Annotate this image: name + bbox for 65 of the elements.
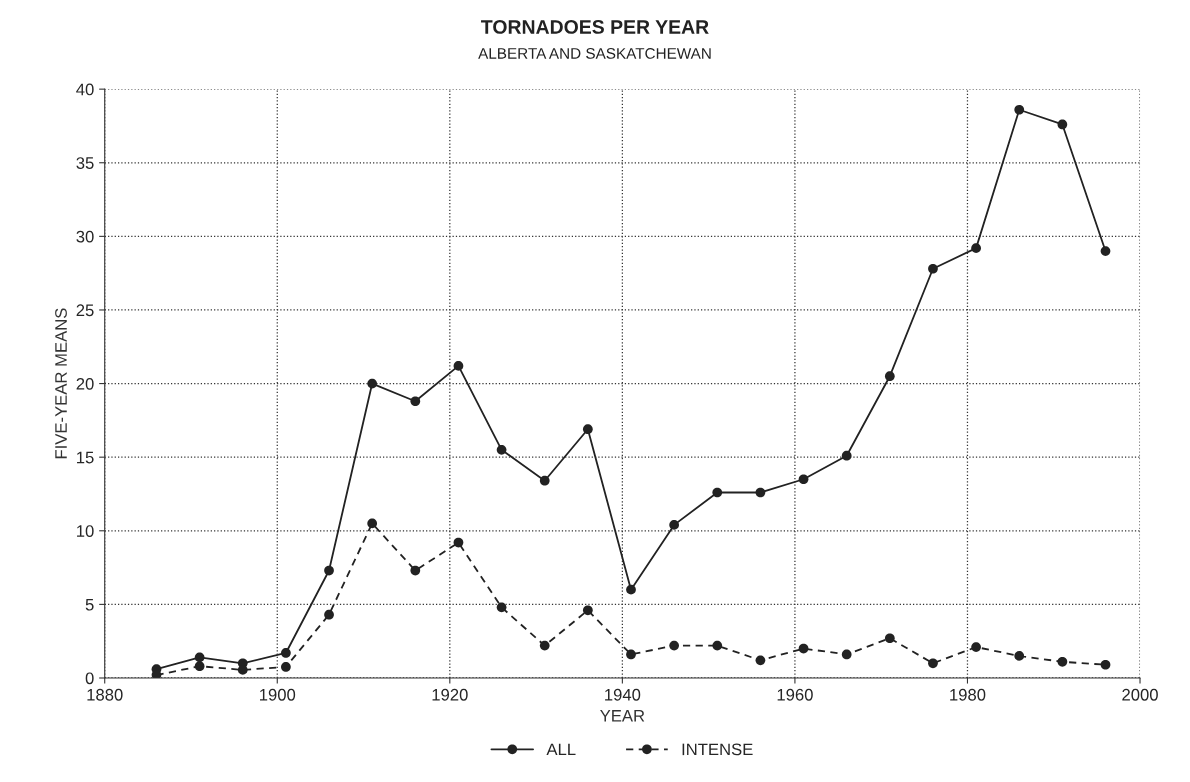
point — [194, 652, 205, 663]
x-tick-label: 1900 — [260, 688, 296, 701]
point — [583, 605, 593, 616]
point — [884, 633, 895, 644]
point — [669, 640, 679, 651]
point — [1014, 104, 1025, 115]
point — [928, 658, 938, 669]
chart-subtitle: ALBERTA AND SASKATCHEWAN — [478, 47, 711, 59]
point — [626, 584, 636, 595]
point — [1100, 246, 1111, 256]
point — [410, 396, 421, 407]
point — [712, 640, 723, 651]
x-tick-label: 1920 — [432, 688, 468, 701]
point — [281, 648, 291, 658]
point — [841, 450, 852, 461]
point — [928, 263, 938, 274]
point — [194, 661, 205, 672]
point — [798, 643, 809, 654]
y-tick-label: 10 — [77, 525, 94, 537]
y-tick-label: 20 — [76, 377, 94, 390]
y-tick-label: 25 — [76, 304, 94, 317]
chart-title: TORNADOES PER YEAR — [481, 20, 709, 34]
y-tick-label: 15 — [77, 451, 94, 464]
point — [712, 487, 723, 498]
point — [453, 361, 464, 371]
point — [971, 243, 981, 253]
y-tick-label: 30 — [76, 230, 94, 243]
point — [884, 371, 895, 382]
point — [367, 518, 378, 529]
point — [237, 665, 248, 675]
x-tick-label: 1940 — [605, 688, 641, 701]
point — [324, 609, 334, 620]
point — [367, 378, 378, 389]
point — [1057, 656, 1068, 667]
point — [841, 649, 852, 660]
point — [626, 649, 636, 660]
point — [324, 565, 334, 576]
point — [539, 475, 550, 486]
point — [496, 444, 507, 455]
legend-label: ALL — [546, 743, 576, 756]
x-tick-label: 2000 — [1122, 688, 1158, 701]
point — [1014, 651, 1025, 661]
x-tick-label: 1960 — [777, 688, 813, 701]
x-tick-label: 1980 — [950, 688, 986, 701]
x-axis-title: YEAR — [600, 710, 645, 722]
point — [496, 602, 507, 613]
legend-label: INTENSE — [682, 743, 753, 756]
point — [1057, 119, 1068, 130]
point — [583, 424, 593, 435]
point — [281, 662, 291, 672]
point — [1100, 659, 1111, 670]
point — [410, 565, 421, 576]
y-tick-label: 5 — [85, 598, 94, 611]
point — [971, 642, 981, 652]
y-tick-label: 40 — [76, 83, 94, 96]
y-tick-label: 0 — [85, 672, 94, 685]
point — [539, 640, 550, 651]
point — [798, 474, 809, 485]
y-axis-title: FIVE-YEAR MEANS — [55, 308, 67, 459]
y-tick-label: 35 — [76, 157, 94, 169]
point — [453, 537, 464, 548]
point — [755, 487, 766, 498]
point — [755, 655, 766, 666]
x-tick-label: 1880 — [87, 688, 123, 701]
point — [669, 520, 679, 530]
